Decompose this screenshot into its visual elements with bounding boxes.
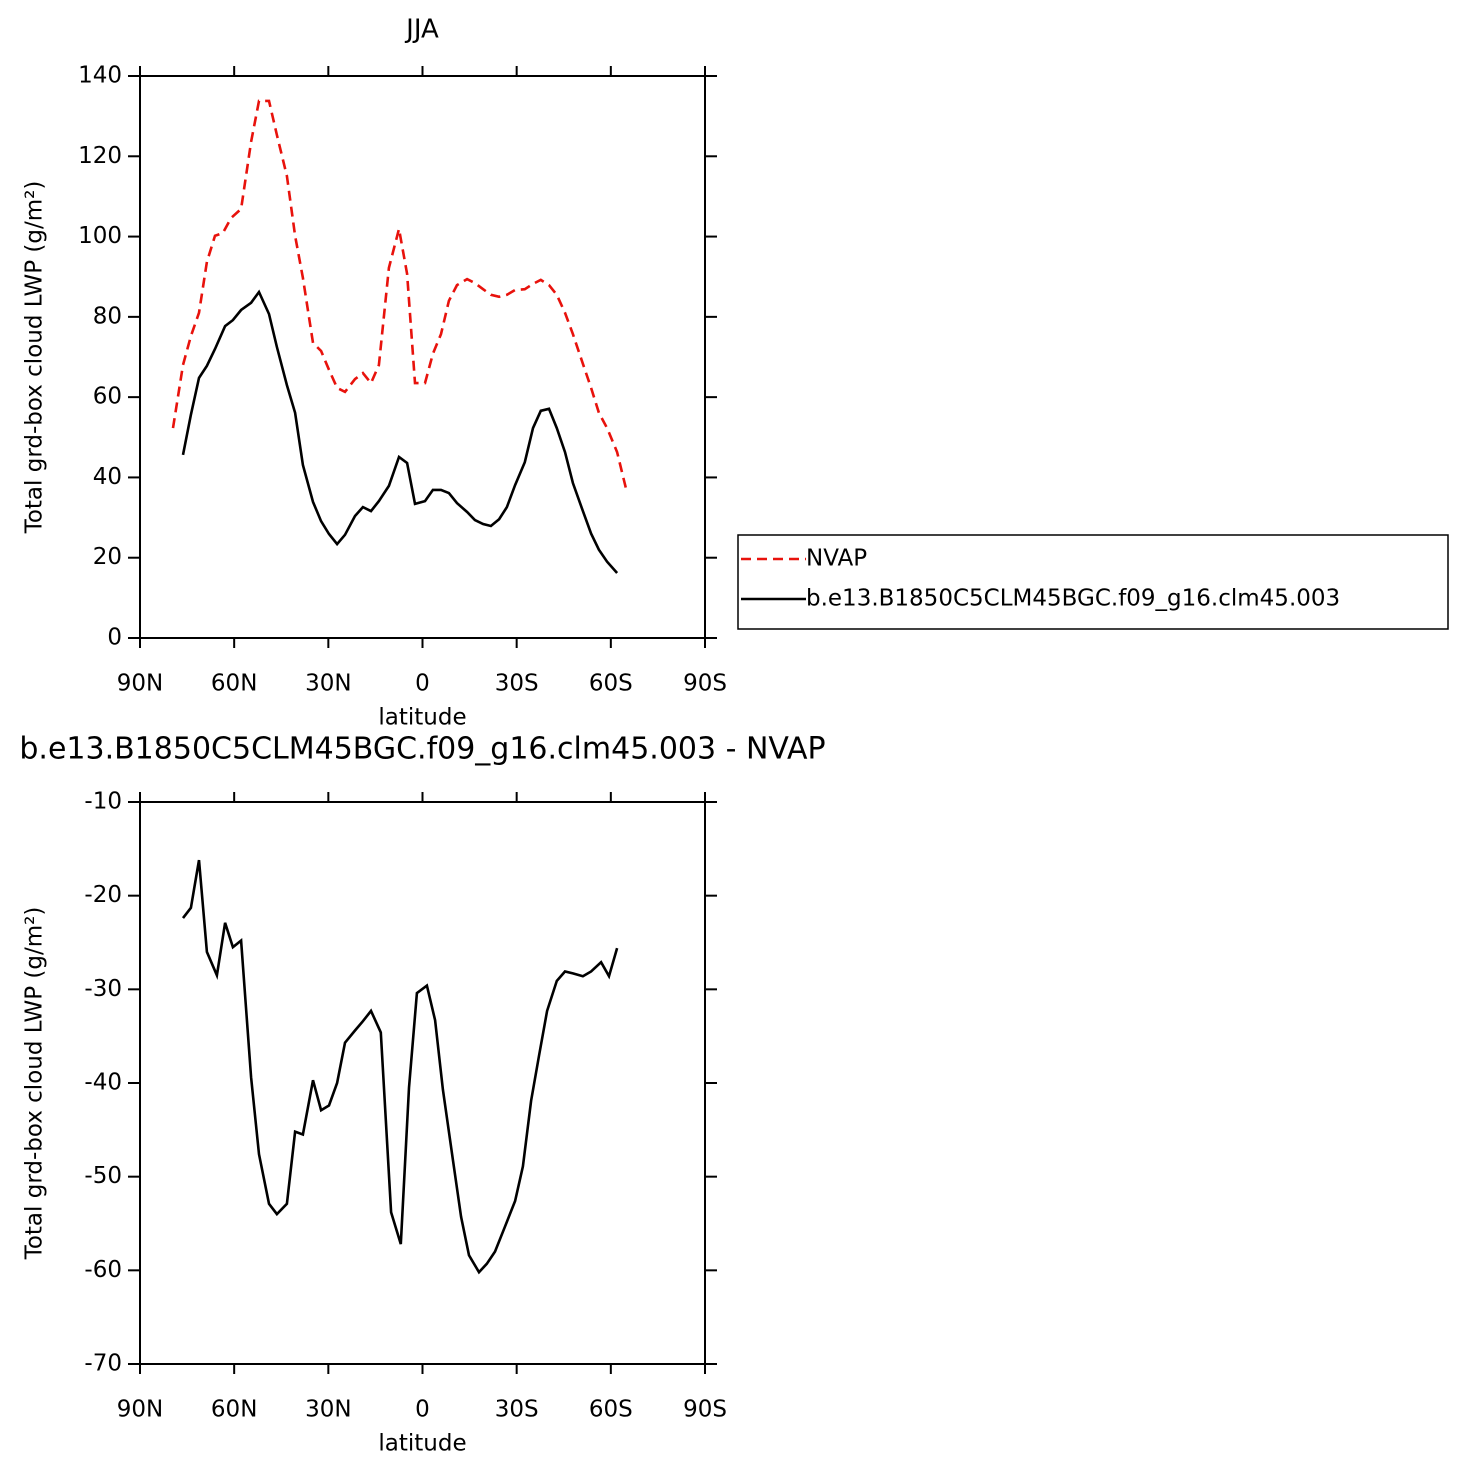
y-tick-label: -30 [84,976,122,1002]
x-tick-label: 60S [589,1397,633,1423]
x-axis-label: latitude [378,1431,466,1457]
y-tick-label: 80 [93,303,122,329]
y-tick-label: 60 [93,384,122,410]
y-tick-label: 20 [93,544,122,570]
x-tick-label: 0 [415,671,430,697]
legend-label: b.e13.B1850C5CLM45BGC.f09_g16.clm45.003 [806,586,1340,612]
data-line [181,859,619,1275]
y-tick-label: -20 [84,882,122,908]
data-line [171,99,629,493]
y-tick-label: -10 [84,789,122,815]
y-tick-label: -60 [84,1257,122,1283]
y-tick-label: -50 [84,1163,122,1189]
x-tick-label: 60N [211,1397,257,1423]
plot-frame [139,75,706,639]
plot-frame [139,801,706,1365]
x-tick-label: 30N [305,671,351,697]
y-tick-label: 100 [78,223,122,249]
x-tick-label: 90N [117,1397,163,1423]
x-tick-label: 30S [495,671,539,697]
x-tick-label: 0 [415,1397,430,1423]
y-tick-label: -70 [84,1351,122,1377]
x-tick-label: 60S [589,671,633,697]
chart-title: JJA [404,15,439,45]
y-tick-label: 140 [78,63,122,89]
y-tick-label: 0 [107,625,122,651]
x-tick-label: 90S [683,671,727,697]
x-tick-label: 30S [495,1397,539,1423]
y-tick-label: -40 [84,1070,122,1096]
x-tick-label: 30N [305,1397,351,1423]
legend-box [737,534,1449,630]
y-axis-label: Total grd-box cloud LWP (g/m²) [22,181,48,535]
y-tick-label: 120 [78,143,122,169]
chart-title: b.e13.B1850C5CLM45BGC.f09_g16.clm45.003 … [19,732,825,767]
x-tick-label: 90S [683,1397,727,1423]
x-tick-label: 60N [211,671,257,697]
y-tick-label: 40 [93,464,122,490]
y-axis-label: Total grd-box cloud LWP (g/m²) [22,907,48,1261]
x-tick-label: 90N [117,671,163,697]
legend-label: NVAP [806,546,867,572]
x-axis-label: latitude [378,705,466,731]
data-line [181,289,619,574]
